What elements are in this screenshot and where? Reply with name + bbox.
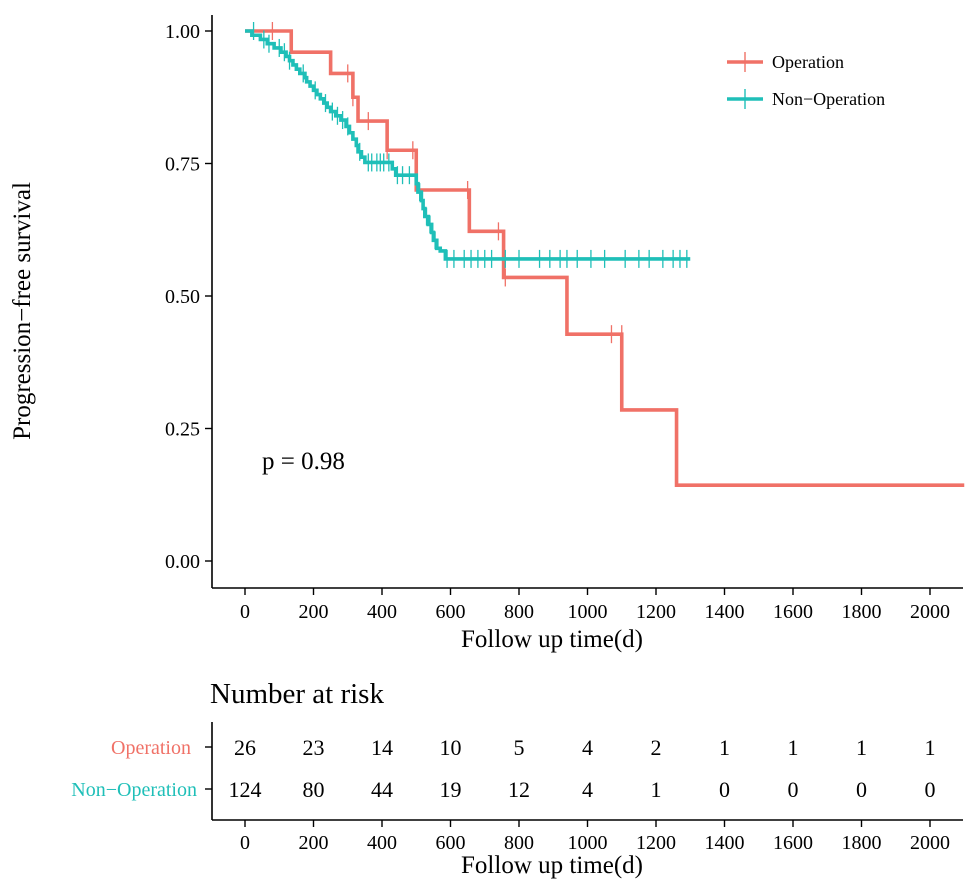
x-tick-label: 2000 xyxy=(910,601,950,623)
legend-item-operation: Operation xyxy=(727,52,844,72)
risk-x-axis-ticks: 0 200 400 600 800 1000 1200 1400 1600 1800 2000 xyxy=(240,820,950,854)
risk-value: 124 xyxy=(229,777,262,802)
risk-x-tick-label: 200 xyxy=(299,832,329,854)
risk-value: 10 xyxy=(440,735,462,760)
x-tick-label: 1200 xyxy=(636,601,676,623)
legend: Operation Non−Operation xyxy=(727,52,885,109)
y-tick-label: 0.75 xyxy=(165,154,200,176)
risk-x-tick-label: 600 xyxy=(436,832,466,854)
x-tick-label: 1400 xyxy=(705,601,745,623)
plot-area: 0 200 400 600 800 1000 1200 1400 1600 1800 2000 0.… xyxy=(9,15,965,653)
risk-value: 12 xyxy=(508,777,530,802)
risk-x-tick-label: 0 xyxy=(240,832,250,854)
y-tick-label: 0.00 xyxy=(165,551,200,573)
risk-x-tick-label: 1600 xyxy=(773,832,813,854)
risk-value: 0 xyxy=(856,777,867,802)
risk-table-title: Number at risk xyxy=(210,678,384,710)
legend-item-non-operation: Non−Operation xyxy=(727,89,885,109)
risk-value: 1 xyxy=(651,777,662,802)
x-tick-label: 0 xyxy=(240,601,250,623)
x-tick-label: 1000 xyxy=(568,601,608,623)
risk-table: Number at risk Operation Non−Operation 2… xyxy=(71,678,963,879)
x-tick-label: 800 xyxy=(504,601,534,623)
risk-x-tick-label: 1200 xyxy=(636,832,676,854)
risk-value: 26 xyxy=(234,735,256,760)
risk-x-tick-label: 1000 xyxy=(568,832,608,854)
risk-value: 4 xyxy=(582,777,593,802)
risk-value: 1 xyxy=(719,735,730,760)
risk-value: 2 xyxy=(651,735,662,760)
p-value-annotation: p = 0.98 xyxy=(262,448,345,475)
x-tick-label: 600 xyxy=(436,601,466,623)
x-tick-label: 1800 xyxy=(842,601,882,623)
risk-value: 1 xyxy=(856,735,867,760)
y-axis-ticks: 0.00 0.25 0.50 0.75 1.00 xyxy=(165,21,212,573)
survival-curve-operation xyxy=(245,29,965,488)
risk-value: 14 xyxy=(371,735,393,760)
y-tick-label: 0.50 xyxy=(165,286,200,308)
risk-value: 0 xyxy=(719,777,730,802)
y-axis-label: Progression−free survival xyxy=(9,182,36,440)
x-tick-label: 1600 xyxy=(773,601,813,623)
survival-curves xyxy=(245,22,965,488)
risk-value: 80 xyxy=(303,777,325,802)
risk-x-tick-label: 1800 xyxy=(842,832,882,854)
risk-value: 44 xyxy=(371,777,393,802)
x-tick-label: 400 xyxy=(367,601,397,623)
risk-x-tick-label: 1400 xyxy=(705,832,745,854)
risk-row-label-non-operation: Non−Operation xyxy=(71,779,197,801)
y-tick-label: 1.00 xyxy=(165,21,200,43)
risk-value: 23 xyxy=(303,735,325,760)
risk-x-tick-label: 800 xyxy=(504,832,534,854)
risk-x-tick-label: 400 xyxy=(367,832,397,854)
risk-x-axis-label: Follow up time(d) xyxy=(461,852,643,879)
legend-label-non-operation: Non−Operation xyxy=(772,89,885,109)
x-tick-label: 200 xyxy=(299,601,329,623)
risk-value: 4 xyxy=(582,735,593,760)
risk-value: 0 xyxy=(925,777,936,802)
y-tick-label: 0.25 xyxy=(165,419,200,441)
risk-value: 5 xyxy=(514,735,525,760)
x-axis-ticks: 0 200 400 600 800 1000 1200 1400 1600 1800 2000 xyxy=(240,588,950,623)
x-axis-label: Follow up time(d) xyxy=(461,626,643,653)
legend-label-operation: Operation xyxy=(772,52,844,72)
risk-value: 0 xyxy=(788,777,799,802)
risk-value: 1 xyxy=(925,735,936,760)
risk-row-label-operation: Operation xyxy=(111,737,191,759)
risk-value: 19 xyxy=(440,777,462,802)
risk-x-tick-label: 2000 xyxy=(910,832,950,854)
risk-value: 1 xyxy=(788,735,799,760)
